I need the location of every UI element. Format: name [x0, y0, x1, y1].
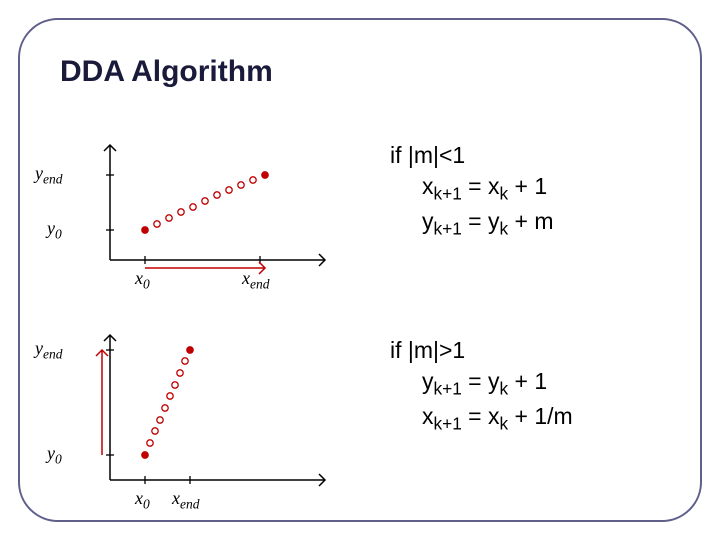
cond-line: if |m|<1: [390, 140, 554, 171]
formula-line: xk+1 = xk + 1/m: [390, 401, 573, 436]
page-title: DDA Algorithm: [60, 55, 273, 89]
plot-shallow-slope: [75, 140, 335, 280]
formula-steep: if |m|>1 yk+1 = yk + 1 xk+1 = xk + 1/m: [390, 335, 573, 436]
axis-label-yend-2: yend: [35, 338, 63, 363]
axis-label-yend-1: yend: [35, 163, 63, 188]
axis-label-x0-2: x0: [135, 488, 150, 513]
formula-line: yk+1 = yk + 1: [390, 366, 573, 401]
cond-line: if |m|>1: [390, 335, 573, 366]
axis-label-xend-1: xend: [242, 268, 270, 293]
axis-label-x0-1: x0: [135, 268, 150, 293]
axis-label-y0-1: y0: [47, 218, 62, 243]
formula-line: yk+1 = yk + m: [390, 206, 554, 241]
formula-shallow: if |m|<1 xk+1 = xk + 1 yk+1 = yk + m: [390, 140, 554, 241]
axis-label-xend-2: xend: [172, 488, 200, 513]
axis-label-y0-2: y0: [47, 443, 62, 468]
plot-steep-slope: [75, 330, 335, 500]
formula-line: xk+1 = xk + 1: [390, 171, 554, 206]
